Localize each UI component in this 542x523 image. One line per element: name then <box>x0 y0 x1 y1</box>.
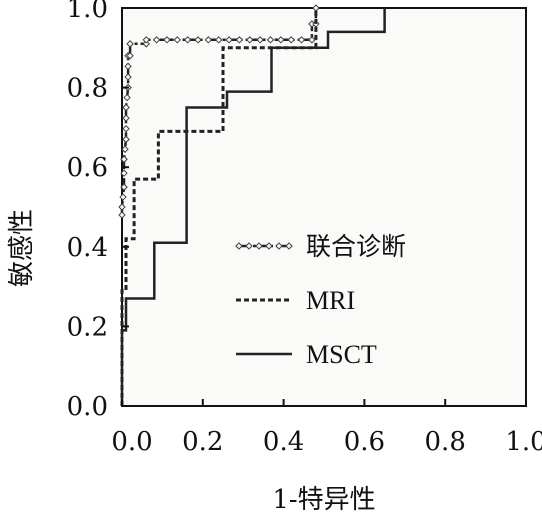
y-tick-label: 0.8 <box>67 74 108 104</box>
series-marker <box>163 36 171 44</box>
series-marker <box>124 73 132 81</box>
x-tick-label: 0.2 <box>182 427 223 457</box>
series-marker <box>122 114 130 122</box>
series-marker <box>121 145 129 153</box>
x-axis-title: 1-特异性 <box>272 485 375 515</box>
y-axis-ticks: 0.0 0.2 0.4 0.6 0.8 1.0 <box>67 0 129 422</box>
y-tick-label: 0.4 <box>67 233 108 263</box>
series-marker <box>194 36 202 44</box>
series-marker <box>183 36 192 44</box>
series-marker <box>120 155 128 163</box>
series-marker <box>256 36 264 44</box>
series-marker <box>118 211 126 219</box>
y-tick-label: 0.0 <box>67 392 108 422</box>
series-marker <box>173 36 182 44</box>
series-marker <box>122 125 130 133</box>
legend-marker <box>275 242 283 250</box>
legend-marker <box>245 242 253 250</box>
x-tick-label: 0.8 <box>425 427 466 457</box>
legend-label-1: MRI <box>306 286 355 315</box>
series-marker <box>312 4 320 12</box>
series-marker <box>123 93 131 102</box>
x-tick-label: 0.0 <box>111 427 152 457</box>
y-tick-label: 0.6 <box>67 153 108 183</box>
legend-marker <box>285 242 293 250</box>
series-marker <box>122 135 130 144</box>
y-tick-label: 1.0 <box>67 0 108 24</box>
series-marker <box>235 36 244 44</box>
x-tick-label: 0.6 <box>344 427 385 457</box>
series-marker <box>142 36 150 44</box>
legend-label-2: MSCT <box>306 340 377 369</box>
series-marker <box>297 36 306 44</box>
series-marker <box>204 36 213 44</box>
y-axis-title: 敏感性 <box>7 209 37 287</box>
series-marker <box>266 36 275 44</box>
x-tick-label: 0.4 <box>263 427 304 457</box>
plot-frame <box>121 7 527 407</box>
series-marker <box>152 36 161 44</box>
series-marker <box>225 36 233 44</box>
series-marker <box>126 52 134 60</box>
series-marker <box>215 36 223 44</box>
series-markers-0 <box>118 4 320 219</box>
roc-curves <box>118 4 386 406</box>
series-marker <box>119 193 127 201</box>
y-tick-label: 0.2 <box>67 312 108 342</box>
series-marker <box>118 203 126 211</box>
x-tick-label: 1.0 <box>505 427 542 457</box>
legend-marker <box>255 242 263 250</box>
series-line-2 <box>120 8 386 406</box>
series-marker <box>122 103 130 112</box>
series-marker <box>124 62 132 71</box>
x-axis-ticks: 0.0 0.2 0.4 0.6 0.8 1.0 <box>111 399 542 457</box>
series-line-1 <box>120 8 318 406</box>
series-marker <box>246 36 254 44</box>
series-marker <box>120 183 128 191</box>
legend-marker <box>235 242 243 250</box>
legend: 联合诊断 MRI MSCT <box>235 232 406 369</box>
series-marker <box>277 36 285 44</box>
legend-label-0: 联合诊断 <box>306 232 406 261</box>
series-marker <box>120 169 128 177</box>
legend-marker <box>265 242 273 250</box>
series-marker <box>126 40 134 48</box>
series-marker <box>287 36 295 44</box>
